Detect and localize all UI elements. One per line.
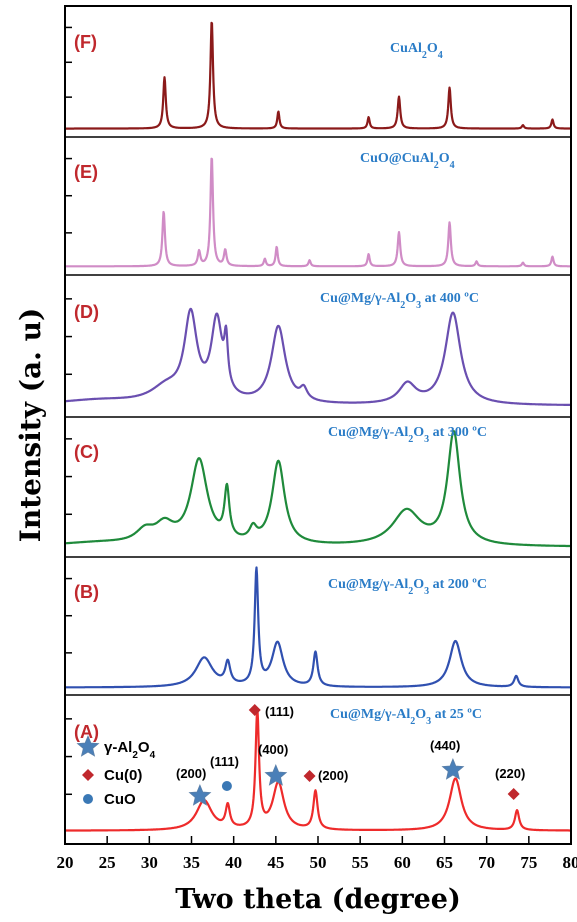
panel-c: (C) Cu@Mg/γ-Al2O3 at 300 ºC	[65, 425, 571, 558]
peak-annotation: (111)	[210, 754, 239, 791]
series-name-label: Cu@Mg/γ-Al2O3 at 400 ºC	[320, 291, 479, 311]
x-tick-label: 80	[563, 853, 577, 872]
panel-e: (E) CuO@CuAl2O4	[65, 151, 571, 276]
x-tick-label: 40	[225, 853, 242, 872]
plot-frame	[64, 5, 572, 845]
x-tick-label: 30	[141, 853, 158, 872]
x-tick-label: 65	[436, 853, 453, 872]
series-name-label: Cu@Mg/γ-Al2O3 at 300 ºC	[328, 425, 487, 445]
series-line	[65, 21, 571, 130]
panel-tag-label: (D)	[74, 302, 99, 322]
panel-b: (B) Cu@Mg/γ-Al2O3 at 200 ºC	[65, 566, 571, 696]
series-line	[65, 157, 571, 268]
panel-tag-label: (A)	[74, 722, 99, 742]
panel-tag-label: (C)	[74, 442, 99, 462]
panel-d: (D) Cu@Mg/γ-Al2O3 at 400 ºC	[65, 291, 571, 418]
star-icon	[264, 763, 288, 786]
panel-f: (F) CuAl2O4	[65, 21, 571, 138]
diamond-icon	[303, 770, 316, 782]
panel-tag-label: (F)	[74, 32, 97, 52]
star-icon	[76, 734, 100, 757]
peak-annotation: (440)	[430, 738, 465, 780]
peak-annotation: (200)	[303, 768, 348, 783]
x-tick-label: 45	[267, 853, 284, 872]
series-name-label: CuO@CuAl2O4	[360, 151, 455, 171]
star-icon	[441, 757, 465, 780]
hkl-label: (111)	[265, 704, 294, 719]
x-tick-label: 50	[310, 853, 327, 872]
hkl-label: (200)	[176, 766, 206, 781]
legend-item: γ-Al2O4	[76, 734, 156, 761]
legend-label: Cu(0)	[104, 767, 142, 784]
diamond-icon	[82, 769, 94, 781]
series-line	[65, 708, 571, 832]
hkl-label: (400)	[258, 742, 288, 757]
panel-tag-label: (E)	[74, 162, 98, 182]
peak-annotation: (220)	[495, 766, 525, 800]
peak-annotation: (200)	[176, 766, 212, 806]
panel-tag-label: (B)	[74, 582, 99, 602]
legend-item: CuO	[83, 791, 136, 808]
y-axis-label: Intensity (a. u)	[14, 308, 47, 542]
series-name-label: Cu@Mg/γ-Al2O3 at 200 ºC	[328, 577, 487, 597]
series-line	[65, 566, 571, 689]
series-line	[65, 307, 571, 406]
legend-item: Cu(0)	[82, 767, 142, 784]
x-tick-label: 70	[478, 853, 495, 872]
legend-label: CuO	[104, 791, 136, 808]
hkl-label: (220)	[495, 766, 525, 781]
hkl-label: (440)	[430, 738, 460, 753]
peak-annotation: (400)	[258, 742, 288, 786]
series-name-label: Cu@Mg/γ-Al2O3 at 25 ºC	[330, 707, 482, 727]
diamond-icon	[248, 704, 261, 716]
circle-icon	[221, 781, 232, 791]
legend-label: γ-Al2O4	[104, 739, 156, 761]
series-line	[65, 430, 571, 548]
x-axis-label: Two theta (degree)	[175, 884, 461, 915]
peak-annotation: (111)	[248, 704, 294, 719]
x-tick-label: 20	[57, 853, 74, 872]
x-tick-label: 25	[99, 853, 116, 872]
circle-icon	[83, 794, 93, 804]
hkl-label: (111)	[210, 754, 239, 769]
star-icon	[188, 783, 212, 806]
hkl-label: (200)	[318, 768, 348, 783]
panel-a: (A) Cu@Mg/γ-Al2O3 at 25 ºC	[65, 707, 571, 832]
x-tick-label: 55	[352, 853, 369, 872]
diamond-icon	[507, 788, 520, 800]
series-name-label: CuAl2O4	[390, 41, 443, 61]
x-tick-label: 75	[520, 853, 537, 872]
x-tick-label: 35	[183, 853, 200, 872]
x-tick-label: 60	[394, 853, 411, 872]
